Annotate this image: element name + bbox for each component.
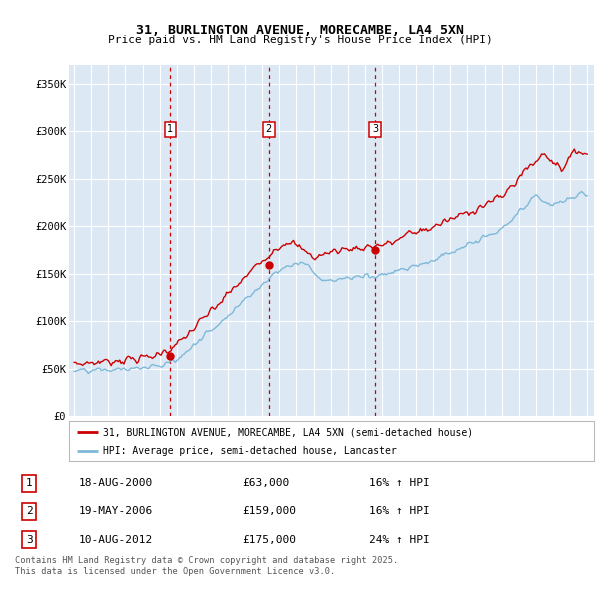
Text: 10-AUG-2012: 10-AUG-2012 — [78, 535, 152, 545]
Text: 2: 2 — [26, 506, 32, 516]
Text: 1: 1 — [26, 478, 32, 488]
Text: 1: 1 — [167, 124, 173, 135]
Text: 18-AUG-2000: 18-AUG-2000 — [78, 478, 152, 488]
Text: 31, BURLINGTON AVENUE, MORECAMBE, LA4 5XN (semi-detached house): 31, BURLINGTON AVENUE, MORECAMBE, LA4 5X… — [103, 427, 473, 437]
Text: HPI: Average price, semi-detached house, Lancaster: HPI: Average price, semi-detached house,… — [103, 445, 397, 455]
Text: 16% ↑ HPI: 16% ↑ HPI — [369, 478, 430, 488]
Text: 2: 2 — [266, 124, 272, 135]
Text: 19-MAY-2006: 19-MAY-2006 — [78, 506, 152, 516]
Text: 24% ↑ HPI: 24% ↑ HPI — [369, 535, 430, 545]
Text: 3: 3 — [26, 535, 32, 545]
Text: Contains HM Land Registry data © Crown copyright and database right 2025.
This d: Contains HM Land Registry data © Crown c… — [15, 556, 398, 576]
Text: £175,000: £175,000 — [242, 535, 296, 545]
Text: 3: 3 — [372, 124, 379, 135]
Text: Price paid vs. HM Land Registry's House Price Index (HPI): Price paid vs. HM Land Registry's House … — [107, 35, 493, 45]
Text: £159,000: £159,000 — [242, 506, 296, 516]
Text: 16% ↑ HPI: 16% ↑ HPI — [369, 506, 430, 516]
Text: 31, BURLINGTON AVENUE, MORECAMBE, LA4 5XN: 31, BURLINGTON AVENUE, MORECAMBE, LA4 5X… — [136, 24, 464, 37]
Text: £63,000: £63,000 — [242, 478, 290, 488]
